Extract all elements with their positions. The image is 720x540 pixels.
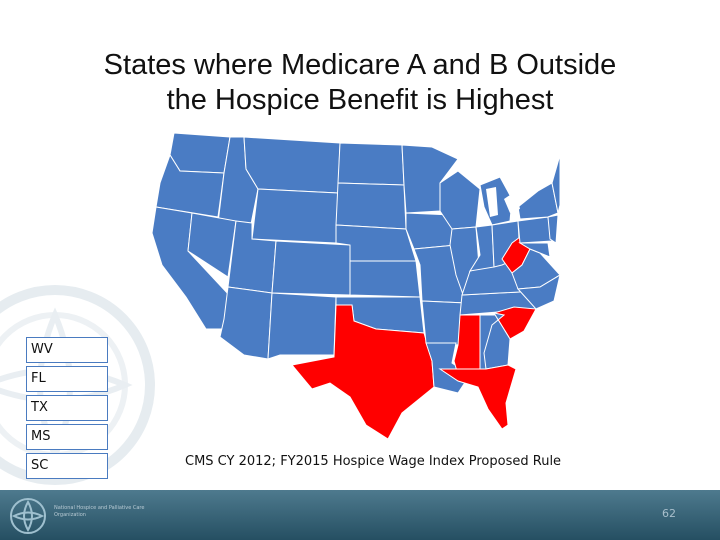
legend-item-tx: TX: [26, 395, 108, 421]
legend-item-fl: FL: [26, 366, 108, 392]
state-wa: [169, 132, 231, 174]
state-fl: [438, 364, 517, 430]
great-lakes: [458, 165, 520, 217]
state-sd: [335, 182, 407, 230]
state-co: [271, 240, 351, 296]
state-tx: [291, 304, 435, 440]
footer-bar: [0, 490, 720, 540]
state-md: [518, 242, 551, 258]
state-ks: [349, 260, 421, 298]
organization-name: National Hospice and Palliative Care Org…: [54, 505, 174, 519]
state-new-england: [551, 154, 560, 214]
state-nj: [547, 214, 559, 244]
slide-title: States where Medicare A and B Outside th…: [40, 48, 680, 118]
state-az: [219, 286, 273, 360]
org-line-1: National Hospice and Palliative Care: [54, 505, 145, 511]
state-wi: [439, 170, 481, 230]
org-line-2: Organization: [54, 512, 86, 518]
legend-item-ms: MS: [26, 424, 108, 450]
title-line-1: States where Medicare A and B Outside: [103, 49, 617, 81]
legend-item-sc: SC: [26, 453, 108, 479]
state-nm: [267, 292, 337, 360]
source-citation: CMS CY 2012; FY2015 Hospice Wage Index P…: [185, 454, 562, 469]
page-number: 62: [662, 507, 676, 520]
state-wy: [251, 188, 339, 244]
state-nd: [337, 142, 405, 186]
title-line-2: the Hospice Benefit is Highest: [166, 84, 554, 116]
state-or: [155, 153, 225, 218]
nhpco-logo-icon: [10, 498, 46, 534]
state-ny: [517, 182, 559, 220]
us-map: [151, 132, 560, 440]
state-nv: [187, 212, 237, 278]
state-mt: [243, 136, 341, 194]
highlighted-states-legend: WV FL TX MS SC: [26, 337, 108, 482]
state-pa: [517, 216, 553, 244]
state-in: [468, 224, 495, 272]
legend-item-wv: WV: [26, 337, 108, 363]
state-nc: [516, 274, 560, 310]
